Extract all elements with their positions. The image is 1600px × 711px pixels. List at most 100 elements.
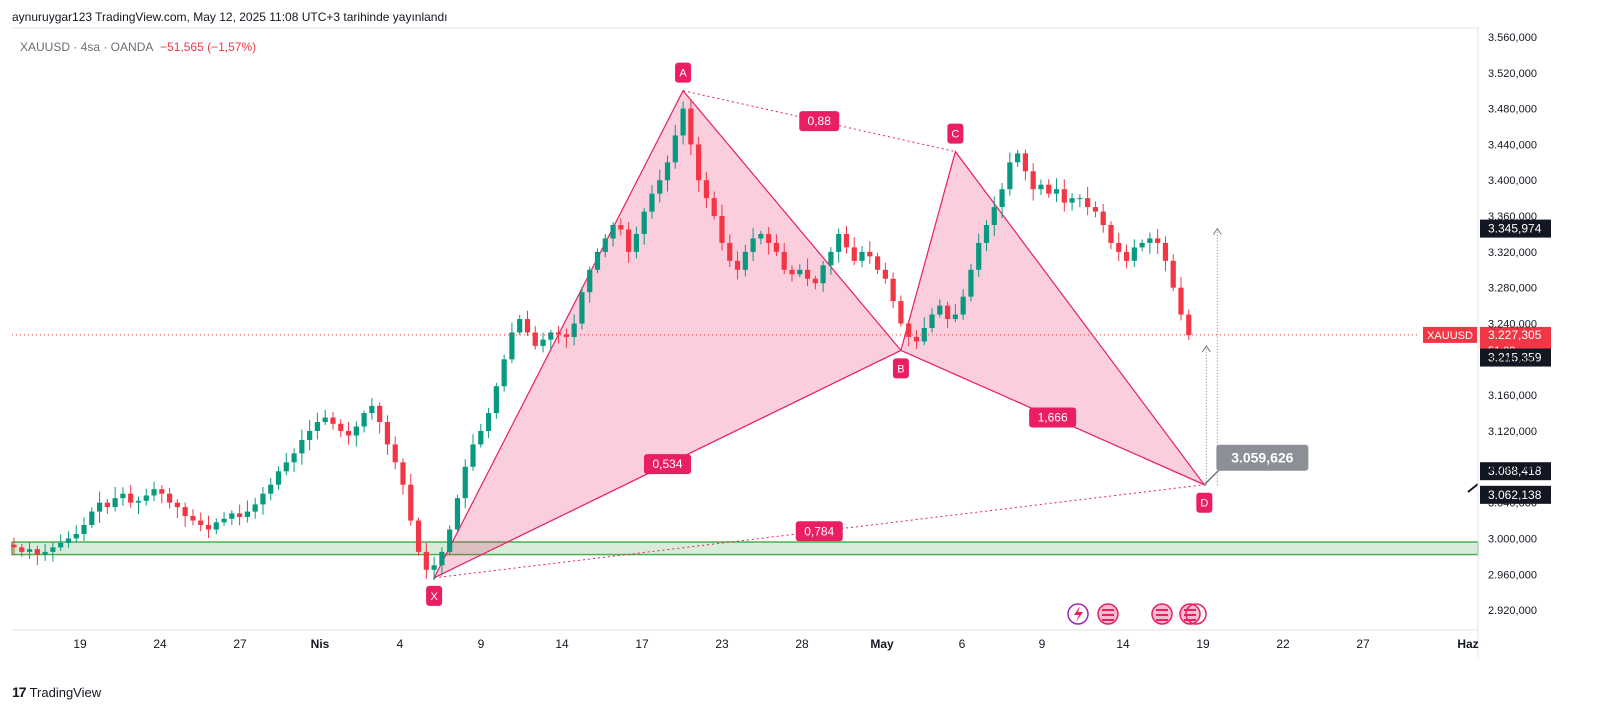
candle-body	[205, 525, 212, 530]
candle	[1186, 309, 1192, 341]
candle	[742, 244, 748, 277]
candle-body	[1131, 247, 1137, 261]
candle-body	[19, 547, 25, 552]
candle-body	[727, 242, 733, 261]
candle	[237, 504, 243, 526]
candle-body	[485, 413, 492, 431]
candle-body	[633, 233, 639, 252]
candle-body	[338, 423, 344, 431]
symbol-tag: XAUUSD	[1427, 330, 1473, 342]
candle-body	[314, 422, 321, 431]
candle	[524, 310, 531, 336]
candle-body	[602, 238, 608, 252]
ratio-label: 0,534	[653, 457, 683, 471]
symbol-legend[interactable]: XAUUSD · 4sa · OANDA −51,565 (−1,57%)	[20, 40, 256, 54]
candle-body	[377, 405, 383, 423]
candle-body	[415, 520, 422, 552]
x-tick-label: 9	[1039, 637, 1046, 651]
candle	[781, 243, 787, 274]
candle-body	[773, 242, 780, 252]
candle	[999, 183, 1005, 219]
candle-body	[1178, 287, 1184, 315]
candle-body	[734, 260, 741, 270]
candle-body	[1170, 260, 1176, 288]
candle	[478, 423, 484, 448]
candle-body	[65, 538, 72, 543]
candle	[641, 207, 647, 245]
candle-body	[237, 513, 243, 517]
flag-stripe-icon	[1102, 614, 1114, 616]
candle-body	[649, 193, 655, 212]
candle	[703, 171, 710, 209]
candle-body	[135, 500, 142, 503]
candle	[299, 429, 305, 465]
candle	[174, 499, 180, 519]
candle-body	[58, 542, 64, 548]
candle-body	[330, 417, 336, 424]
candle	[65, 531, 72, 548]
tradingview-logo[interactable]: 17 TradingView	[12, 684, 101, 700]
candle-body	[167, 493, 173, 503]
candle	[143, 488, 149, 506]
candle-body	[820, 265, 826, 284]
candle	[120, 487, 126, 506]
candle-body	[509, 332, 515, 360]
axes: 3.560,000 3.520,000 3.480,000 3.440,000 3.40…	[12, 27, 1537, 658]
candle	[198, 512, 204, 532]
candle-body	[345, 430, 352, 436]
candle	[128, 484, 134, 508]
candle-body	[688, 108, 694, 145]
price-tag-bg	[1480, 462, 1551, 481]
candle	[571, 314, 577, 346]
candle	[696, 136, 702, 192]
candle	[509, 322, 515, 364]
candle-body	[890, 278, 896, 302]
candle	[353, 421, 359, 447]
candle	[1046, 179, 1052, 198]
candle	[734, 251, 741, 280]
price-tag-bg	[1480, 348, 1551, 367]
candle-body	[221, 518, 227, 523]
candle	[392, 436, 398, 470]
candle-body	[750, 238, 756, 252]
line-xb	[433, 349, 902, 579]
candle	[384, 415, 391, 455]
candle-body	[882, 269, 888, 279]
x-tick-label: 28	[795, 637, 809, 651]
candle	[976, 233, 982, 277]
ratio-label-bg	[795, 521, 843, 542]
candle	[1123, 244, 1130, 269]
candle	[1092, 201, 1099, 218]
candle-body	[408, 484, 414, 521]
candle	[58, 534, 64, 551]
candle	[1022, 149, 1028, 181]
candle	[447, 525, 453, 555]
candle	[836, 228, 842, 263]
candle	[789, 265, 795, 282]
candle	[34, 545, 40, 566]
price-tag-level-d2: 3.062,138	[1488, 488, 1542, 502]
candle	[937, 299, 943, 318]
candle	[330, 411, 336, 430]
candle	[50, 542, 56, 562]
x-tick-label: 4	[397, 637, 404, 651]
overlays: X A B C D 0,534 0,88 1,666 0,784 3.059,626 XAUUSD 3…	[12, 62, 1551, 625]
candle-body	[229, 513, 235, 519]
x-tick-label: 14	[555, 637, 569, 651]
candle	[493, 382, 499, 419]
x-tick-label: 6	[959, 637, 966, 651]
candle-body	[571, 323, 577, 337]
candle	[843, 225, 850, 254]
candle-body	[1139, 242, 1145, 248]
candle	[345, 422, 352, 445]
candle-body	[96, 502, 103, 512]
y-tick-label: 3.000,000	[1488, 533, 1537, 545]
flag-stripe-icon	[1184, 609, 1196, 611]
candle	[882, 262, 888, 284]
line-ac	[682, 90, 956, 153]
candle-body	[244, 511, 250, 517]
candle	[81, 517, 87, 542]
candle-body	[960, 296, 966, 315]
candle	[579, 287, 585, 330]
